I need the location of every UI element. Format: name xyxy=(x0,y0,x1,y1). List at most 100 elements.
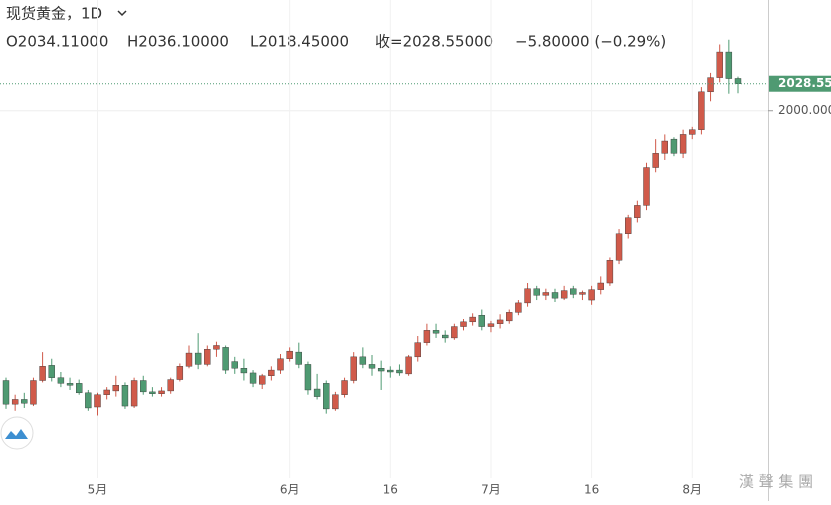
candle-body xyxy=(39,366,46,381)
candle-body xyxy=(149,391,156,394)
candle-body xyxy=(158,390,165,394)
candle-body xyxy=(451,326,458,339)
candle-body xyxy=(332,394,339,410)
symbol-title[interactable]: 现货黄金，1D xyxy=(6,5,102,23)
legend-item: −5.80000 (−0.29%) xyxy=(515,33,666,51)
candle-body xyxy=(579,292,586,295)
candle-body xyxy=(634,205,641,218)
candle-body xyxy=(588,289,595,301)
candle-body xyxy=(615,233,623,261)
last-price-label: 2028.550 xyxy=(778,76,831,90)
candle-body xyxy=(286,350,293,359)
candle-body xyxy=(597,282,604,290)
candle-body xyxy=(679,134,687,154)
candle-body xyxy=(313,388,321,397)
candle-body xyxy=(57,377,65,384)
candle-body xyxy=(487,323,495,327)
candle-body xyxy=(689,129,696,135)
candle-body xyxy=(478,314,485,327)
candle-body xyxy=(707,77,714,93)
candle-body xyxy=(2,380,10,405)
logo-mark xyxy=(5,429,28,439)
candle-body xyxy=(734,78,742,84)
candle-body xyxy=(323,383,330,410)
x-tick-label: 7月 xyxy=(481,483,501,497)
candle-body xyxy=(725,51,733,79)
candle-body xyxy=(414,342,421,358)
logo[interactable] xyxy=(0,416,34,450)
candle-body xyxy=(698,91,705,130)
candle-body xyxy=(295,351,302,365)
candle-body xyxy=(194,352,202,365)
dropdown-icon[interactable] xyxy=(117,10,127,17)
last-price-tag xyxy=(769,75,831,92)
candle-body xyxy=(185,352,193,367)
candle-body xyxy=(341,380,348,395)
candle-body xyxy=(524,288,531,304)
candle-body xyxy=(542,292,550,296)
x-tick-label: 8月 xyxy=(682,483,702,497)
legend-item: 收=2028.55000 xyxy=(375,33,493,51)
candle-body xyxy=(359,356,367,365)
candle-body xyxy=(377,368,385,372)
candle-body xyxy=(21,399,28,404)
candle-body xyxy=(112,385,120,392)
candle-body xyxy=(560,290,568,299)
candle-body xyxy=(496,319,504,324)
legend-item: L2018.45000 xyxy=(250,33,349,51)
candle-body xyxy=(66,383,74,386)
legend-item: O2034.11000 xyxy=(6,33,108,51)
candle-body xyxy=(121,385,129,407)
candle-body xyxy=(11,399,19,405)
candle-body xyxy=(643,167,650,206)
candle-body xyxy=(625,217,632,234)
candle-body xyxy=(304,364,312,391)
x-tick-label: 5月 xyxy=(88,483,108,497)
candle-body xyxy=(103,389,110,395)
candle-body xyxy=(130,380,138,407)
candle-body xyxy=(259,375,266,385)
candle-body xyxy=(533,288,540,296)
candle-body xyxy=(405,356,412,375)
candle-body xyxy=(515,302,522,313)
candle-body xyxy=(213,345,220,350)
x-tick-label: 16 xyxy=(584,483,599,497)
candle-body xyxy=(176,366,184,380)
ohlc-legend: O2034.11000 H2036.10000 L2018.45000 收=2028.… xyxy=(6,33,666,51)
candle-body xyxy=(716,51,723,78)
candle-body xyxy=(551,292,559,299)
candle-body xyxy=(240,368,248,374)
candle-body xyxy=(469,316,476,323)
candle-body xyxy=(94,394,101,408)
x-tick-label: 6月 xyxy=(280,483,300,497)
candle-body xyxy=(350,356,357,381)
candle-body xyxy=(396,369,403,374)
candle-body xyxy=(30,380,37,405)
candle-body xyxy=(48,365,55,378)
candle-body xyxy=(460,321,467,327)
x-tick-label: 16 xyxy=(383,483,398,497)
candle-body xyxy=(222,347,229,371)
candle-body xyxy=(75,383,83,394)
candle-body xyxy=(268,369,275,376)
candle-body xyxy=(204,349,211,365)
candle-body xyxy=(606,260,614,284)
candle-body xyxy=(167,379,174,392)
candle-body xyxy=(570,288,577,295)
candle-body xyxy=(432,330,440,334)
candle-body xyxy=(652,153,659,168)
candle-body xyxy=(368,364,376,369)
y-tick-label: 2000.000 xyxy=(778,103,831,117)
candle-body xyxy=(231,361,238,369)
candle-body xyxy=(670,138,678,154)
watermark: 漢 聲 集 團 xyxy=(739,473,813,491)
candle-body xyxy=(661,140,668,154)
candle-body xyxy=(506,312,513,322)
candle-body xyxy=(140,380,147,393)
candle-body xyxy=(277,358,284,371)
candle-body xyxy=(442,334,449,339)
candle-body xyxy=(85,392,92,409)
